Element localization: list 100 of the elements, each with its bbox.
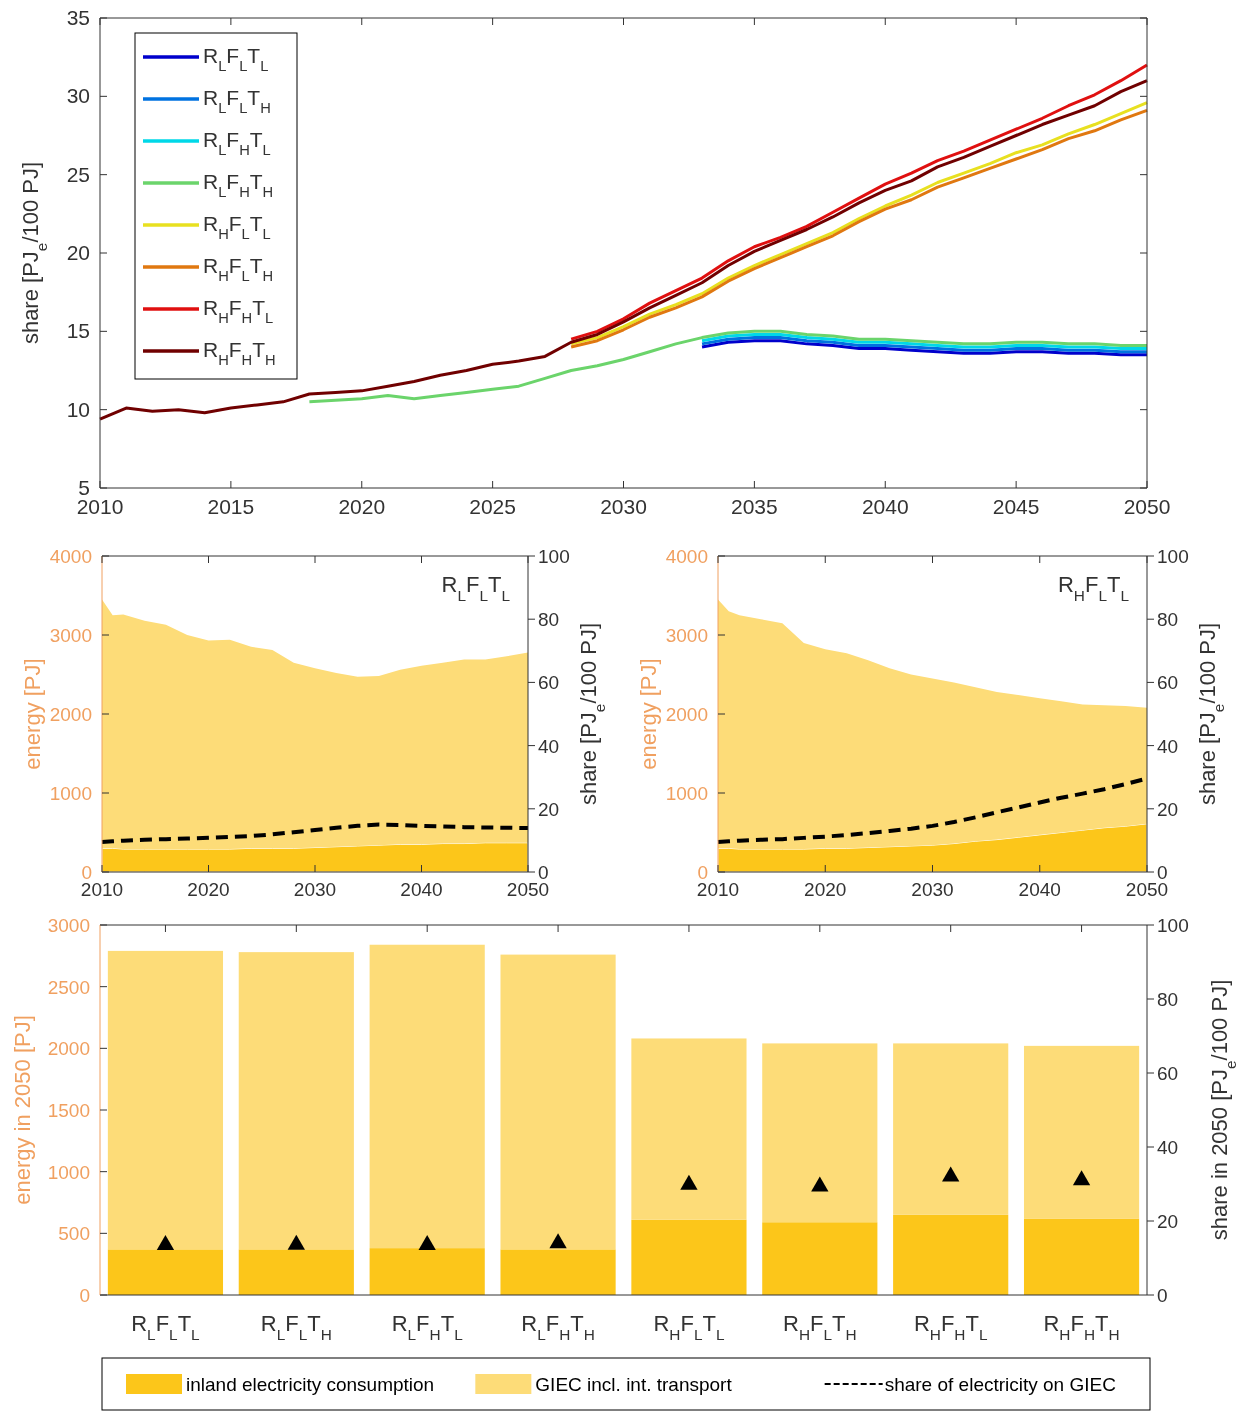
legend-label: R$_{H}$F$_{L}$T$_{H}$	[203, 254, 274, 284]
y2-tick-label: 0	[1157, 1285, 1168, 1306]
point	[942, 1166, 960, 1182]
legend-label: share of electricity on GIEC	[884, 1374, 1116, 1395]
y-tick-label: 1500	[47, 1100, 90, 1121]
y-tick-label: 0	[79, 1285, 90, 1306]
x-tick-label: R$_{L}$F$_{L}$T$_{L}$	[131, 1311, 201, 1343]
bar	[893, 1214, 1009, 1295]
x-tick-label: R$_{H}$F$_{H}$T$_{H}$	[1043, 1311, 1120, 1343]
y2-tick-label: 80	[1157, 609, 1179, 631]
bar	[1023, 1045, 1140, 1219]
y2-tick-label: 100	[538, 546, 570, 567]
y-tick-label: 2000	[47, 1038, 90, 1060]
y2-tick-label: 60	[1157, 672, 1179, 694]
y-tick-label: 4000	[665, 546, 708, 567]
bar	[631, 1219, 747, 1295]
y-tick-label: 3000	[47, 915, 90, 936]
x-tick-label: 2020	[804, 879, 847, 900]
bar	[631, 1038, 747, 1220]
legend-label: R$_{L}$F$_{L}$T$_{L}$	[203, 44, 269, 74]
point	[549, 1233, 567, 1249]
point	[1072, 1170, 1091, 1186]
bar	[500, 1249, 616, 1295]
y-tick-label: 2000	[49, 704, 92, 725]
y-axis-title: energy in 2050 [PJ]	[10, 1015, 35, 1205]
bar	[762, 1043, 878, 1223]
line-series	[700, 332, 1149, 351]
bar	[238, 1249, 354, 1295]
y-tick-label: 35	[66, 6, 90, 29]
bar	[369, 1248, 485, 1295]
bar	[107, 950, 224, 1250]
y-tick-label: 3000	[49, 625, 92, 646]
y-axis-title: energy [PJ]	[636, 658, 661, 770]
line-series	[307, 329, 1149, 404]
point	[156, 1235, 175, 1251]
x-tick-label: 2045	[992, 495, 1040, 518]
x-tick-label: R$_{L}$F$_{H}$T$_{H}$	[521, 1311, 595, 1343]
x-tick-label: 2020	[338, 495, 386, 518]
y-tick-label: 15	[66, 319, 90, 343]
y2-tick-label: 60	[538, 672, 560, 694]
y2-tick-label: 100	[1157, 546, 1189, 567]
y-tick-label: 3000	[665, 625, 708, 646]
bar	[762, 1222, 878, 1295]
y-tick-label: 500	[58, 1223, 90, 1245]
line-series	[569, 63, 1149, 341]
legend-label: R$_{H}$F$_{L}$T$_{L}$	[203, 212, 271, 242]
point	[418, 1235, 436, 1251]
y2-tick-label: 20	[1157, 798, 1179, 820]
y-tick-label: 20	[66, 241, 90, 264]
annotation: R$_{H}$F$_{L}$T$_{L}$	[1057, 572, 1130, 604]
y-tick-label: 25	[66, 162, 90, 186]
y-tick-label: 1000	[49, 783, 92, 804]
x-tick-label: 2020	[187, 879, 230, 900]
bar	[500, 954, 616, 1250]
bar	[893, 1043, 1009, 1215]
legend-label: R$_{L}$F$_{H}$T$_{H}$	[203, 170, 274, 200]
y-tick-label: 2000	[665, 704, 708, 725]
y-tick-label: 4000	[49, 546, 92, 567]
y-axis-title: energy [PJ]	[20, 658, 45, 770]
y-tick-label: 10	[66, 397, 90, 421]
y-tick-label: 30	[66, 84, 90, 108]
x-tick-label: 2040	[1018, 879, 1061, 900]
y-tick-label: 1000	[665, 783, 708, 804]
line-series	[100, 822, 530, 844]
y2-tick-label: 100	[1157, 915, 1189, 936]
y2-tick-label: 40	[538, 735, 560, 757]
x-tick-label: R$_{L}$F$_{L}$T$_{H}$	[260, 1311, 332, 1343]
y2-tick-label: 20	[1157, 1211, 1179, 1232]
y2-tick-label: 80	[1157, 989, 1179, 1010]
legend-label: GIEC incl. int. transport	[535, 1374, 733, 1395]
legend-label: R$_{L}$F$_{L}$T$_{H}$	[203, 86, 271, 116]
annotation: R$_{L}$F$_{L}$T$_{L}$	[441, 572, 511, 604]
x-tick-label: R$_{L}$F$_{H}$T$_{L}$	[391, 1311, 464, 1343]
legend-label: R$_{H}$F$_{H}$T$_{H}$	[203, 338, 276, 368]
y2-tick-label: 60	[1157, 1063, 1179, 1084]
legend-label: inland electricity consumption	[186, 1374, 435, 1395]
x-tick-label: R$_{H}$F$_{L}$T$_{H}$	[783, 1311, 857, 1343]
x-tick-label: 2030	[600, 495, 647, 518]
bar	[1023, 1218, 1140, 1295]
point	[811, 1176, 829, 1192]
y2-tick-label: 40	[1157, 735, 1179, 757]
x-tick-label: 2025	[469, 495, 516, 518]
point	[680, 1174, 698, 1190]
x-tick-label: 2035	[731, 495, 778, 518]
legend-label: R$_{L}$F$_{H}$T$_{L}$	[203, 128, 271, 158]
bar	[238, 952, 354, 1250]
y2-tick-label: 20	[538, 798, 560, 820]
y-tick-label: 1000	[47, 1161, 90, 1183]
x-tick-label: 2050	[1123, 495, 1171, 518]
x-tick-label: 2040	[400, 879, 443, 900]
x-tick-label: 2015	[207, 495, 255, 518]
x-tick-label: R$_{H}$F$_{L}$T$_{L}$	[653, 1311, 725, 1343]
y2-tick-label: 80	[538, 609, 560, 631]
x-tick-label: 2030	[911, 879, 954, 900]
legend-label: R$_{H}$F$_{H}$T$_{L}$	[203, 296, 274, 326]
y2-tick-label: 40	[1157, 1137, 1179, 1158]
line-series	[98, 79, 1149, 421]
bar	[107, 1249, 224, 1295]
y-tick-label: 2500	[47, 976, 90, 998]
x-tick-label: 2040	[861, 495, 909, 518]
